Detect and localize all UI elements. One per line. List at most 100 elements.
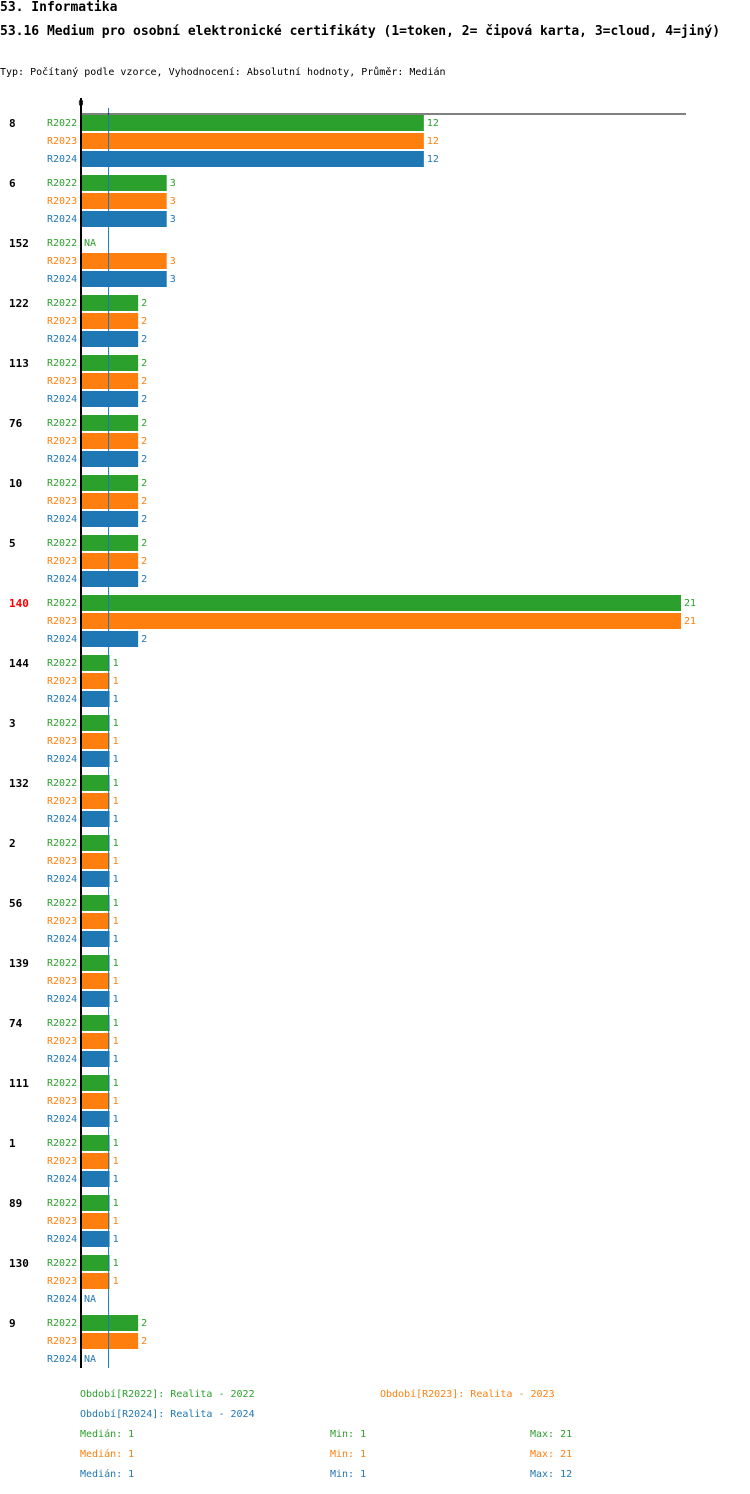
value-label: 3 xyxy=(170,196,176,207)
series-label: R2023 xyxy=(47,1156,77,1167)
value-label: 2 xyxy=(141,316,147,327)
bar xyxy=(81,211,167,227)
value-label: 2 xyxy=(141,1318,147,1329)
bar xyxy=(81,673,110,689)
series-label: R2024 xyxy=(47,874,77,885)
value-label: 1 xyxy=(113,1096,119,1107)
series-label: R2023 xyxy=(47,1036,77,1047)
value-label: 1 xyxy=(113,1258,119,1269)
bar xyxy=(81,1315,139,1331)
series-label: R2022 xyxy=(47,358,77,369)
value-label: 1 xyxy=(113,658,119,669)
bar xyxy=(81,511,139,527)
series-label: R2023 xyxy=(47,556,77,567)
bar xyxy=(81,175,167,191)
series-label: R2022 xyxy=(47,838,77,849)
bar xyxy=(81,715,110,731)
value-label: 3 xyxy=(170,274,176,285)
series-label: R2023 xyxy=(47,796,77,807)
category-label: 3 xyxy=(9,717,16,730)
stat-max-2022: Max: 21 xyxy=(530,1429,573,1440)
value-label: 2 xyxy=(141,298,147,309)
value-label: 21 xyxy=(684,598,696,609)
bar xyxy=(81,1213,110,1229)
series-label: R2023 xyxy=(47,496,77,507)
stat-min-2024: Min: 1 xyxy=(330,1469,367,1480)
value-label: 2 xyxy=(141,496,147,507)
series-label: R2024 xyxy=(47,574,77,585)
series-label: R2024 xyxy=(47,1054,77,1065)
bar xyxy=(81,355,139,371)
category-label: 152 xyxy=(9,237,29,250)
value-label: 1 xyxy=(113,814,119,825)
value-label: 1 xyxy=(113,838,119,849)
stat-min-2023: Min: 1 xyxy=(330,1449,367,1460)
value-label: 1 xyxy=(113,796,119,807)
value-label: 1 xyxy=(113,754,119,765)
series-label: R2024 xyxy=(47,394,77,405)
category-label: 76 xyxy=(9,417,23,430)
bar xyxy=(81,853,110,869)
bar xyxy=(81,895,110,911)
bar xyxy=(81,1333,139,1349)
value-label: 2 xyxy=(141,538,147,549)
series-label: R2022 xyxy=(47,1138,77,1149)
bar xyxy=(81,1093,110,1109)
stat-min-2022: Min: 1 xyxy=(330,1429,367,1440)
bar xyxy=(81,115,424,131)
bar xyxy=(81,955,110,971)
series-label: R2024 xyxy=(47,154,77,165)
category-label: 5 xyxy=(9,537,16,550)
value-label: 2 xyxy=(141,556,147,567)
legend-period-2023: Období[R2023]: Realita - 2023 xyxy=(380,1389,555,1400)
series-label: R2023 xyxy=(47,856,77,867)
series-label: R2022 xyxy=(47,298,77,309)
value-label: 1 xyxy=(113,916,119,927)
category-label: 56 xyxy=(9,897,23,910)
bar xyxy=(81,775,110,791)
bar xyxy=(81,1075,110,1091)
stat-median-2022: Medián: 1 xyxy=(80,1429,135,1440)
value-label: 12 xyxy=(427,154,439,165)
bar xyxy=(81,913,110,929)
value-label: 2 xyxy=(141,574,147,585)
category-label: 10 xyxy=(9,477,22,490)
bar xyxy=(81,1111,110,1127)
series-label: R2023 xyxy=(47,1216,77,1227)
value-label: 2 xyxy=(141,1336,147,1347)
value-label: 1 xyxy=(113,1174,119,1185)
bar xyxy=(81,931,110,947)
value-label: 3 xyxy=(170,214,176,225)
series-label: R2022 xyxy=(47,418,77,429)
category-label: 74 xyxy=(9,1017,23,1030)
bar xyxy=(81,1273,110,1289)
series-label: R2023 xyxy=(47,196,77,207)
series-label: R2023 xyxy=(47,676,77,687)
value-label: 2 xyxy=(141,478,147,489)
bar xyxy=(81,553,139,569)
series-label: R2024 xyxy=(47,514,77,525)
bar xyxy=(81,793,110,809)
value-label: 1 xyxy=(113,1198,119,1209)
value-label: 2 xyxy=(141,634,147,645)
series-label: R2022 xyxy=(47,1018,77,1029)
bar xyxy=(81,991,110,1007)
value-label: 2 xyxy=(141,376,147,387)
series-label: R2022 xyxy=(47,958,77,969)
bar-chart: 08R202212R202312R2024126R20223R20233R202… xyxy=(9,98,696,1368)
series-label: R2023 xyxy=(47,916,77,927)
bar xyxy=(81,433,139,449)
bar xyxy=(81,415,139,431)
na-label: NA xyxy=(84,238,96,249)
value-label: 1 xyxy=(113,1138,119,1149)
series-label: R2024 xyxy=(47,634,77,645)
bar xyxy=(81,595,681,611)
stat-max-2024: Max: 12 xyxy=(530,1469,573,1480)
category-label: 144 xyxy=(9,657,29,670)
bar xyxy=(81,631,139,647)
bar xyxy=(81,1171,110,1187)
series-label: R2022 xyxy=(47,478,77,489)
bar xyxy=(81,1153,110,1169)
value-label: 2 xyxy=(141,418,147,429)
stat-max-2023: Max: 21 xyxy=(530,1449,573,1460)
